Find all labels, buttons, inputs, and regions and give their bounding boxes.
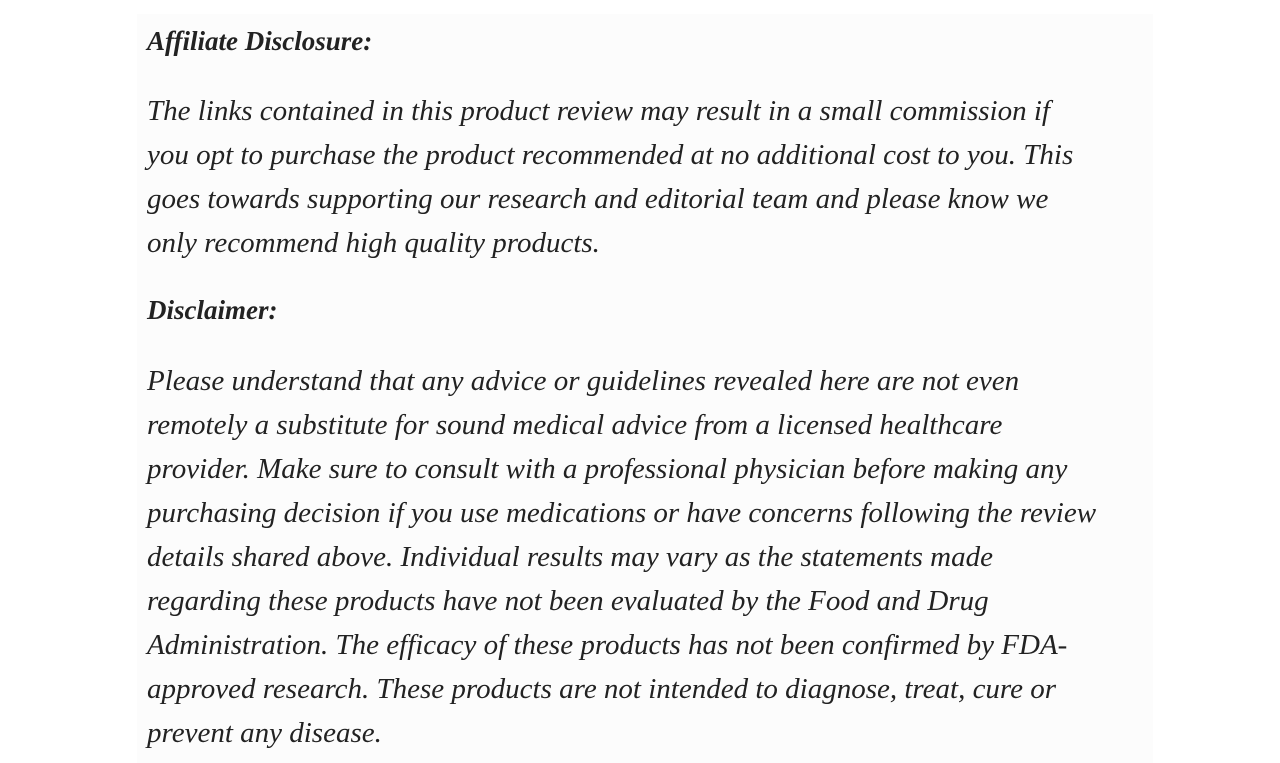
- text-line: details shared above. Individual results…: [147, 541, 993, 573]
- text-line: only recommend high quality products.: [147, 227, 600, 259]
- text-line: purchasing decision if you use medicatio…: [147, 497, 1097, 529]
- text-line: Administration. The efficacy of these pr…: [147, 629, 1068, 661]
- disclaimer-heading: Disclaimer:: [147, 295, 278, 325]
- text-line: The links contained in this product revi…: [147, 95, 1050, 127]
- disclaimer-text: Please understand that any advice or gui…: [147, 359, 1096, 755]
- text-line: provider. Make sure to consult with a pr…: [147, 453, 1068, 485]
- text-line: Please understand that any advice or gui…: [147, 365, 1020, 397]
- text-line: prevent any disease.: [147, 717, 382, 749]
- text-line: remotely a substitute for sound medical …: [147, 409, 1003, 441]
- text-line: regarding these products have not been e…: [147, 585, 989, 617]
- disclosure-box: [137, 14, 1153, 763]
- affiliate-disclosure-heading: Affiliate Disclosure:: [147, 26, 373, 56]
- text-line: you opt to purchase the product recommen…: [147, 139, 1074, 171]
- text-line: goes towards supporting our research and…: [147, 183, 1049, 215]
- text-line: approved research. These products are no…: [147, 673, 1057, 705]
- affiliate-disclosure-text: The links contained in this product revi…: [147, 89, 1073, 265]
